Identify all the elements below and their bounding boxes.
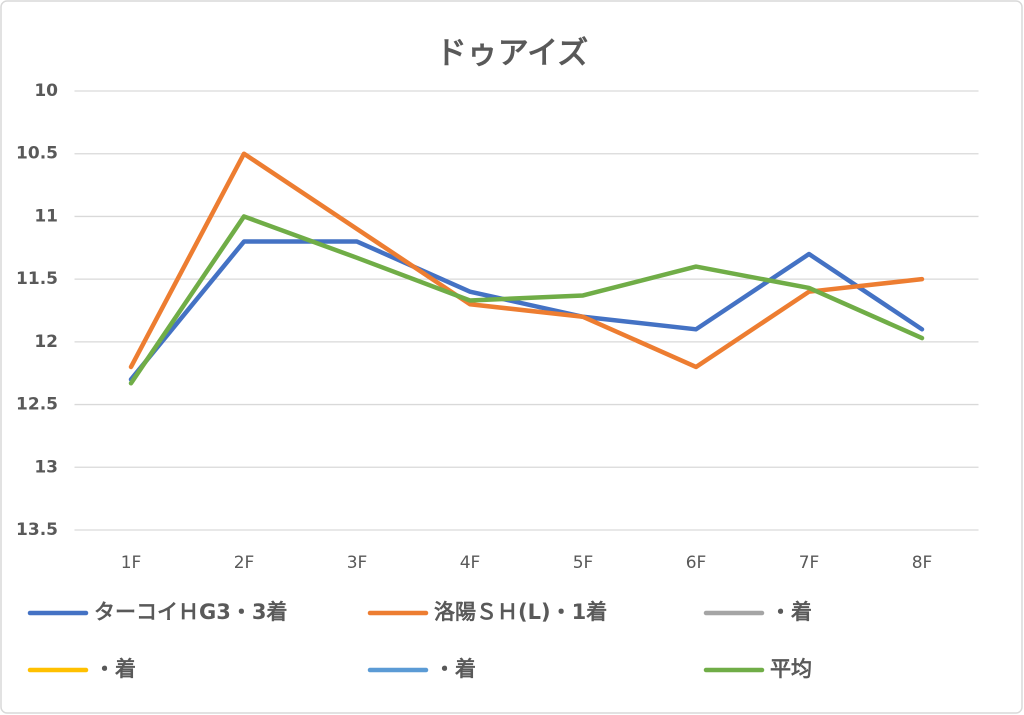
y-tick-label: 13 bbox=[34, 457, 58, 477]
y-tick-label: 13.5 bbox=[16, 520, 58, 540]
legend-label: ・着 bbox=[94, 657, 136, 681]
y-tick-label: 10 bbox=[34, 81, 58, 101]
x-tick-label: 5F bbox=[573, 553, 594, 573]
x-tick-label: 6F bbox=[686, 553, 707, 573]
series-line bbox=[128, 214, 925, 386]
x-tick-label: 4F bbox=[460, 553, 481, 573]
x-tick-label: 8F bbox=[912, 553, 933, 573]
y-tick-label: 12 bbox=[34, 332, 58, 352]
x-tick-label: 1F bbox=[121, 553, 142, 573]
x-tick-label: 7F bbox=[799, 553, 820, 573]
legend-label: 平均 bbox=[770, 657, 812, 681]
y-tick-label: 11 bbox=[34, 206, 58, 226]
x-tick-label: 3F bbox=[347, 553, 368, 573]
y-tick-label: 12.5 bbox=[16, 395, 58, 415]
chart-title: ドゥアイズ bbox=[436, 36, 589, 72]
legend-label: ・着 bbox=[770, 600, 812, 624]
y-tick-label: 10.5 bbox=[16, 144, 58, 164]
y-tick-label: 11.5 bbox=[16, 269, 58, 289]
legend-label: 洛陽ＳＨ(L)・1着 bbox=[434, 600, 607, 624]
legend-label: ターコイＨG3・3着 bbox=[94, 600, 287, 624]
series-line bbox=[128, 239, 925, 382]
x-tick-label: 2F bbox=[234, 553, 255, 573]
legend-label: ・着 bbox=[434, 657, 476, 681]
series-line bbox=[128, 151, 925, 370]
